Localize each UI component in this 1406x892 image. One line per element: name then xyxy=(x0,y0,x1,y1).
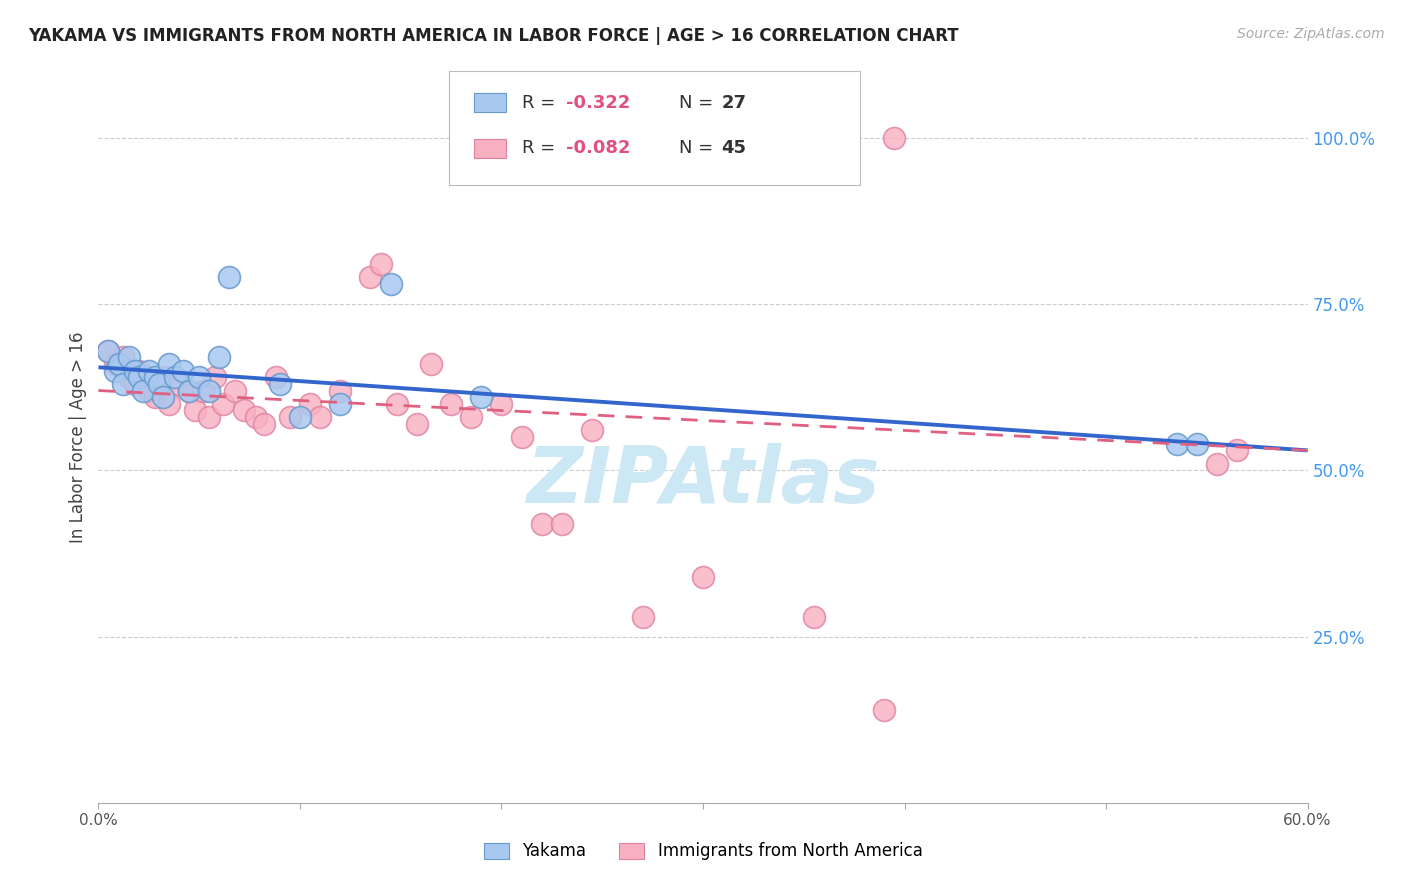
Immigrants from North America xyxy=(803,609,825,624)
Immigrants from North America xyxy=(138,384,160,398)
Yakama xyxy=(118,351,141,365)
Yakama xyxy=(152,390,174,404)
Yakama xyxy=(470,390,492,404)
Yakama xyxy=(1166,436,1188,450)
Immigrants from North America xyxy=(193,384,215,398)
Yakama xyxy=(103,363,125,377)
Immigrants from North America xyxy=(232,403,254,417)
Immigrants from North America xyxy=(179,384,201,398)
Immigrants from North America xyxy=(551,516,574,531)
Immigrants from North America xyxy=(420,357,443,371)
Yakama xyxy=(179,384,201,398)
Text: 45: 45 xyxy=(721,139,747,157)
Immigrants from North America xyxy=(198,410,221,425)
Text: -0.082: -0.082 xyxy=(567,139,631,157)
Immigrants from North America xyxy=(111,351,134,365)
Yakama xyxy=(218,270,240,285)
FancyBboxPatch shape xyxy=(474,138,506,158)
Yakama xyxy=(143,370,166,384)
Yakama xyxy=(97,343,120,358)
Immigrants from North America xyxy=(245,410,267,425)
Immigrants from North America xyxy=(253,417,276,431)
Y-axis label: In Labor Force | Age > 16: In Labor Force | Age > 16 xyxy=(69,331,87,543)
Immigrants from North America xyxy=(1206,457,1229,471)
Text: YAKAMA VS IMMIGRANTS FROM NORTH AMERICA IN LABOR FORCE | AGE > 16 CORRELATION CH: YAKAMA VS IMMIGRANTS FROM NORTH AMERICA … xyxy=(28,27,959,45)
Immigrants from North America xyxy=(460,410,482,425)
Immigrants from North America xyxy=(385,397,408,411)
Immigrants from North America xyxy=(118,370,141,384)
Yakama xyxy=(188,370,211,384)
Immigrants from North America xyxy=(157,397,180,411)
Text: R =: R = xyxy=(522,94,561,112)
Text: N =: N = xyxy=(679,94,718,112)
Immigrants from North America xyxy=(510,430,533,444)
FancyBboxPatch shape xyxy=(449,71,860,185)
Immigrants from North America xyxy=(278,410,301,425)
Yakama xyxy=(124,363,146,377)
Immigrants from North America xyxy=(530,516,553,531)
Immigrants from North America xyxy=(97,343,120,358)
Immigrants from North America xyxy=(143,390,166,404)
Yakama xyxy=(111,376,134,391)
Immigrants from North America xyxy=(264,370,287,384)
Text: N =: N = xyxy=(679,139,718,157)
FancyBboxPatch shape xyxy=(474,94,506,112)
Immigrants from North America xyxy=(167,376,190,391)
Text: 27: 27 xyxy=(721,94,747,112)
Immigrants from North America xyxy=(491,397,513,411)
Immigrants from North America xyxy=(309,410,332,425)
Immigrants from North America xyxy=(873,703,896,717)
Immigrants from North America xyxy=(184,403,207,417)
Immigrants from North America xyxy=(103,357,125,371)
Yakama xyxy=(329,397,352,411)
Immigrants from North America xyxy=(1226,443,1249,458)
Legend: Yakama, Immigrants from North America: Yakama, Immigrants from North America xyxy=(484,842,922,860)
Text: Source: ZipAtlas.com: Source: ZipAtlas.com xyxy=(1237,27,1385,41)
Immigrants from North America xyxy=(212,397,235,411)
Yakama xyxy=(269,376,291,391)
Immigrants from North America xyxy=(204,370,226,384)
Yakama xyxy=(163,370,186,384)
Yakama xyxy=(148,376,170,391)
Text: R =: R = xyxy=(522,139,561,157)
Immigrants from North America xyxy=(299,397,322,411)
Immigrants from North America xyxy=(152,370,174,384)
Yakama xyxy=(132,384,155,398)
Text: ZIPAtlas: ZIPAtlas xyxy=(526,443,880,519)
Immigrants from North America xyxy=(329,384,352,398)
Immigrants from North America xyxy=(883,131,905,145)
Yakama xyxy=(208,351,231,365)
Yakama xyxy=(288,410,311,425)
Yakama xyxy=(1185,436,1208,450)
Yakama xyxy=(138,363,160,377)
Immigrants from North America xyxy=(405,417,427,431)
Yakama xyxy=(380,277,402,292)
Immigrants from North America xyxy=(440,397,463,411)
Immigrants from North America xyxy=(124,376,146,391)
Immigrants from North America xyxy=(224,384,246,398)
Immigrants from North America xyxy=(692,570,714,584)
Immigrants from North America xyxy=(631,609,654,624)
Immigrants from North America xyxy=(128,363,150,377)
Immigrants from North America xyxy=(581,424,603,438)
Yakama xyxy=(157,357,180,371)
Yakama xyxy=(198,384,221,398)
Immigrants from North America xyxy=(360,270,382,285)
Yakama xyxy=(107,357,129,371)
Immigrants from North America xyxy=(370,257,392,271)
Yakama xyxy=(172,363,194,377)
Text: -0.322: -0.322 xyxy=(567,94,631,112)
Yakama xyxy=(128,370,150,384)
